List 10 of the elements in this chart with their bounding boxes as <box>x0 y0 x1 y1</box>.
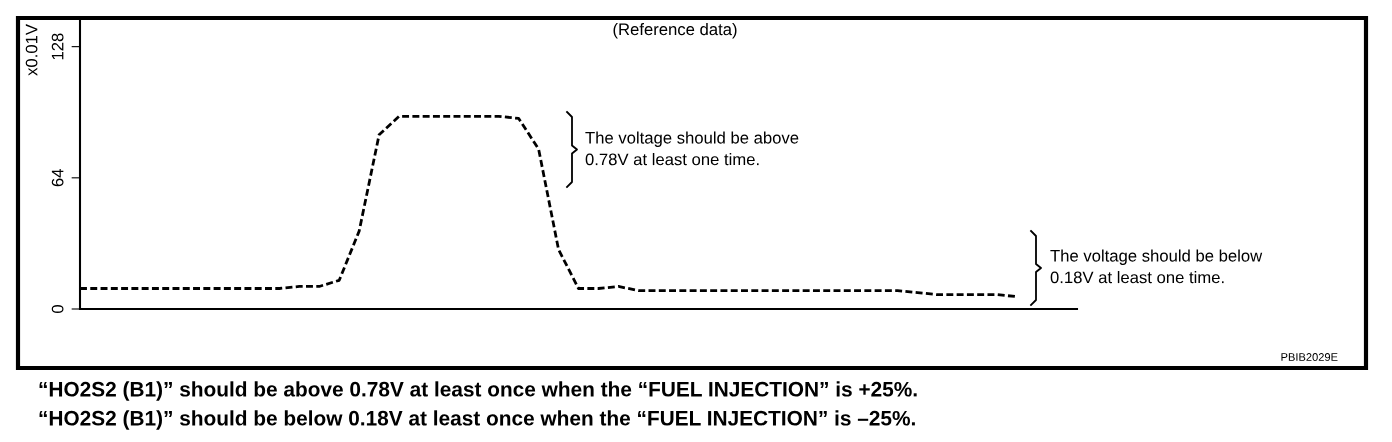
annotation: The voltage should be above 0.78V at least one time. <box>585 131 799 166</box>
text: “HO2S2 (B1)” should be above 0.78V at least once when the “FUEL INJECTION” is +25%. <box>39 381 917 401</box>
y-tick-label: 64 <box>51 169 64 187</box>
text: “HO2S2 (B1)” should be below 0.18V at least once when the “FUEL INJECTION” is –25%. <box>39 410 915 430</box>
y-tick-label: 128 <box>51 33 64 60</box>
y-tick-label: 0 <box>51 305 64 313</box>
annotation: The voltage should be below 0.18V at least one time. <box>1050 249 1263 284</box>
text: PBIB2029E <box>1281 353 1338 361</box>
chart-title: (Reference data) <box>613 23 737 39</box>
y-axis-title: x0.01V <box>25 24 38 76</box>
